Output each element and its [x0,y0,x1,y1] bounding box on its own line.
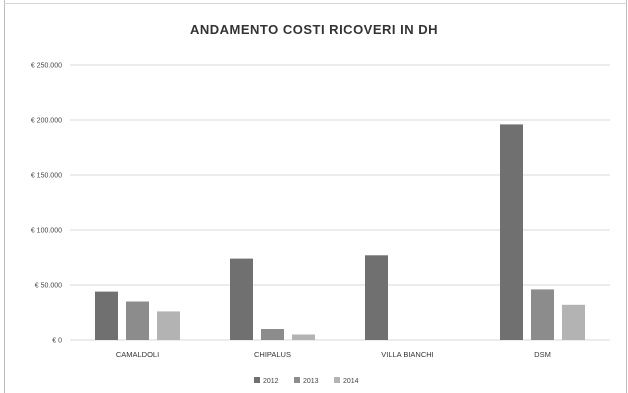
legend-label: 2012 [263,378,279,385]
x-category-label: VILLA BIANCHI [381,350,434,359]
bar [562,304,585,340]
legend-label: 2014 [343,378,359,385]
bar [292,334,315,340]
y-tick-label: € 100.000 [31,228,62,235]
frame-border-right [626,0,627,393]
bar [500,124,523,341]
y-tick-label: € 50.000 [35,283,62,290]
bar [95,291,118,340]
y-tick-label: € 150.000 [31,173,62,180]
y-tick-label: € 0 [52,338,62,345]
legend-swatch [334,377,340,383]
bar [157,311,180,340]
legend-swatch [294,377,300,383]
y-tick-label: € 200.000 [31,118,62,125]
chart-title: ANDAMENTO COSTI RICOVERI IN DH [189,22,439,37]
bar [126,301,149,340]
x-category-label: CHIPALUS [254,350,291,359]
legend-swatch [254,377,260,383]
legend-label: 2013 [303,378,319,385]
bar [230,258,253,340]
frame-border-top [4,3,627,4]
frame-border-left [4,0,5,393]
x-category-label: CAMALDOLI [116,350,159,359]
bar [365,255,388,340]
y-tick-label: € 250.000 [31,63,62,70]
bar [261,329,284,340]
x-category-label: DSM [534,350,551,359]
bar [531,289,554,340]
